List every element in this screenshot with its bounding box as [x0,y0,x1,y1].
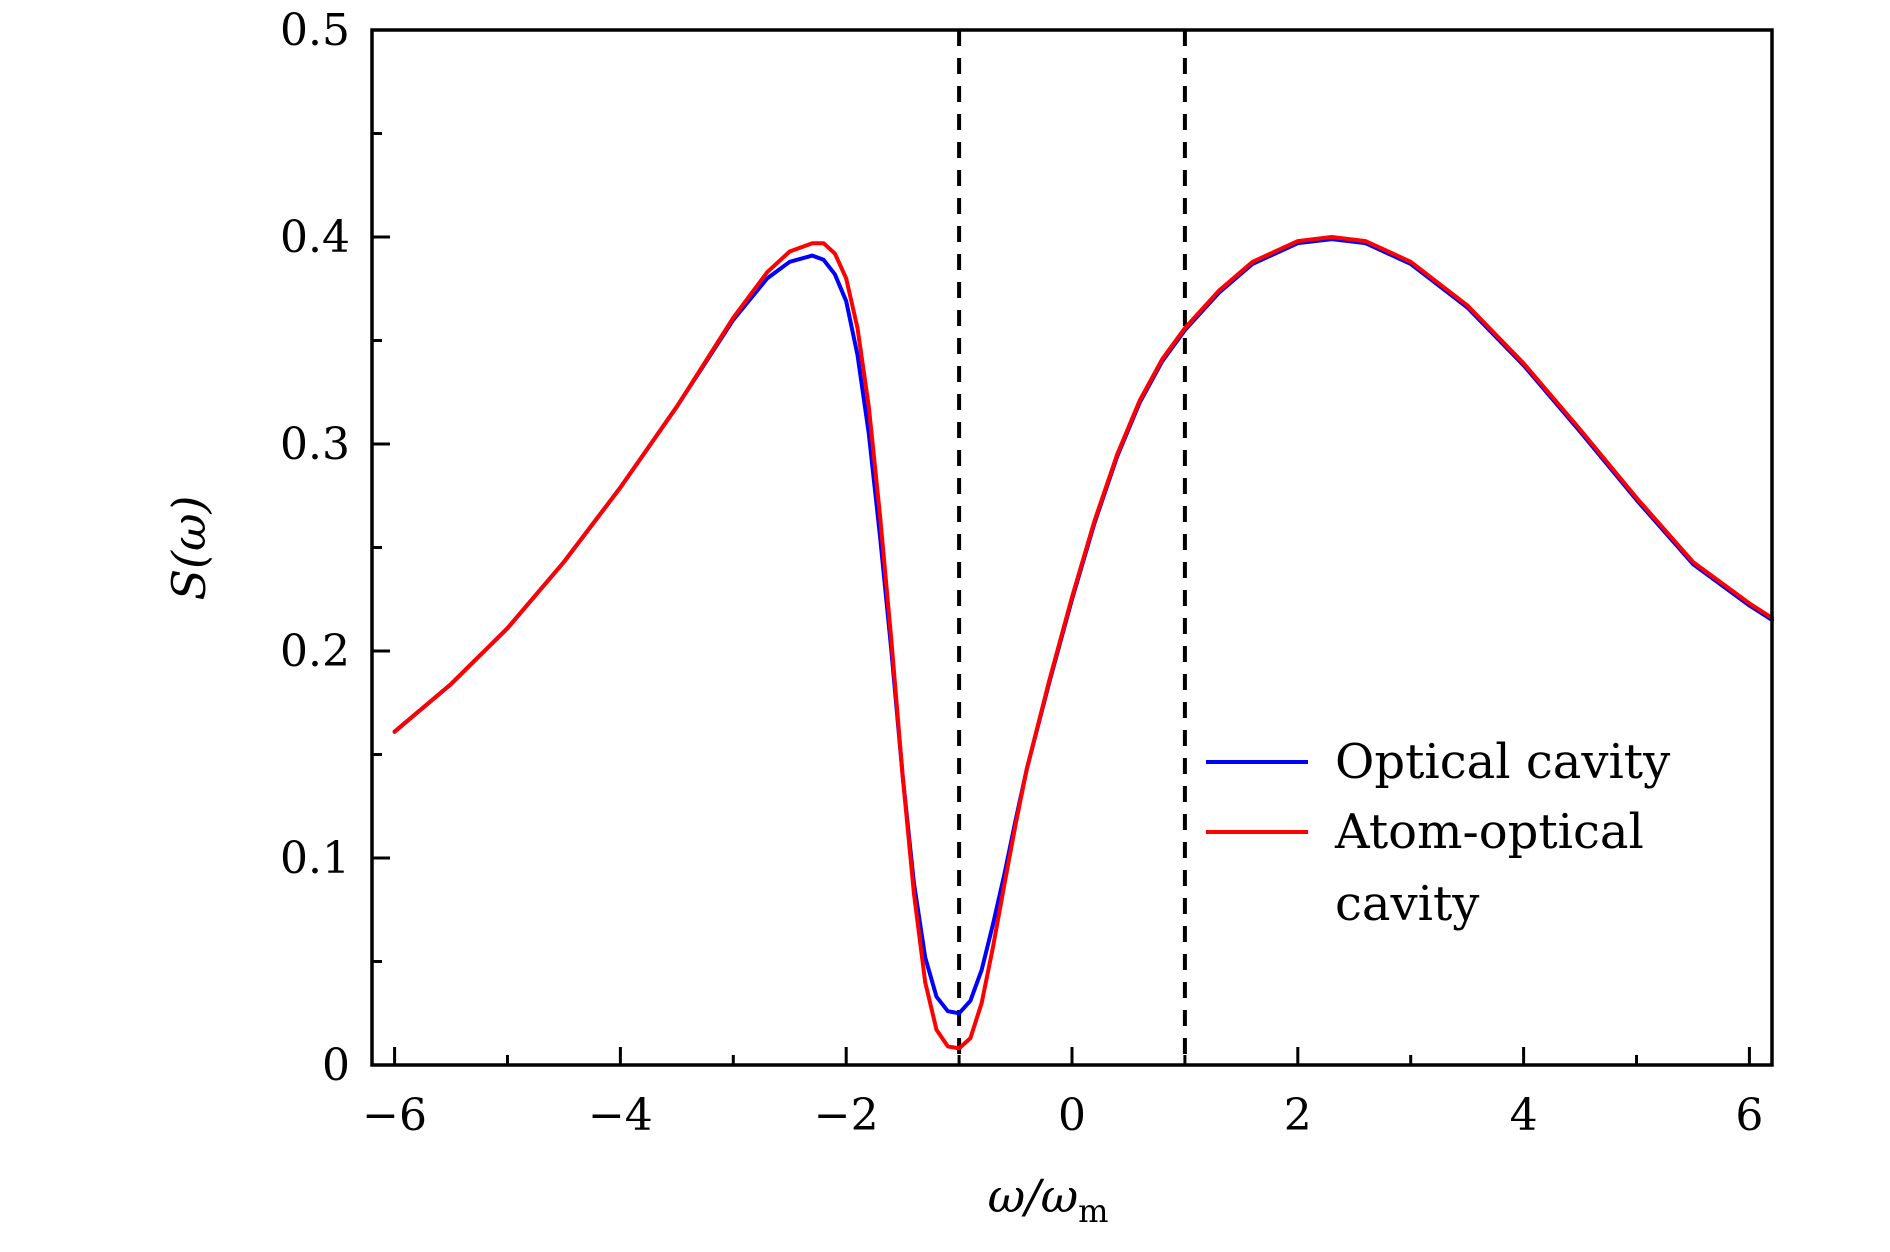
x-tick-label: 2 [1284,1090,1312,1141]
x-tick-label: 4 [1510,1090,1538,1141]
y-tick-labels: 0 0.1 0.2 0.3 0.4 0.5 [280,5,350,1091]
legend-label-atom-optical-cavity-line2: cavity [1335,876,1479,932]
y-tick-label: 0.5 [280,5,350,56]
x-axis-label-subscript: m [1078,1192,1108,1230]
legend-label-optical-cavity: Optical cavity [1335,734,1670,790]
x-axis-label: ω/ωm [988,1169,1109,1230]
x-tick-labels: −6 −4 −2 0 2 4 6 [362,1090,1763,1141]
x-axis-label-main: ω/ω [988,1169,1079,1223]
x-tick-label: −2 [814,1090,879,1141]
y-axis-label: S(ω) [162,496,216,601]
y-tick-label: 0.1 [280,833,350,884]
x-tick-label: −4 [588,1090,653,1141]
x-tick-label: 6 [1735,1090,1763,1141]
reference-lines [957,30,1187,1065]
x-tick-label: −6 [362,1090,427,1141]
x-tick-label: 0 [1058,1090,1086,1141]
y-tick-label: 0.2 [280,626,350,677]
plot-lines [392,235,1774,1051]
y-tick-label: 0.4 [280,212,350,263]
axis-ticks [372,28,1751,1067]
y-tick-label: 0.3 [280,419,350,470]
y-tick-label: 0 [322,1040,350,1091]
series-line-atom-optical-cavity [392,235,1774,1051]
legend: Optical cavity Atom-optical cavity [1206,734,1670,932]
legend-label-atom-optical-cavity-line1: Atom-optical [1334,804,1644,860]
